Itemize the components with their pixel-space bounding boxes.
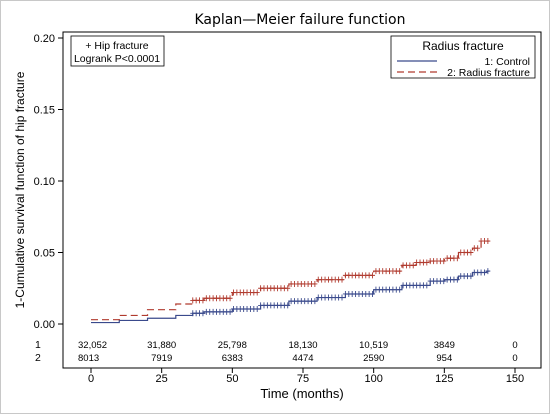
risk-table: 1 32,052 31,880 25,798 18,130 10,519 3849 0 2 801… [35, 339, 518, 364]
censor-mark [200, 297, 206, 304]
x-tick-label: 25 [156, 373, 168, 385]
censor-mark [441, 258, 447, 265]
risk-table-cell: 6383 [222, 353, 243, 364]
x-tick-label: 50 [226, 373, 238, 385]
x-tick-label: 125 [435, 373, 453, 385]
censor-mark [200, 310, 206, 317]
censor-mark [454, 276, 460, 283]
censor-mark [312, 298, 318, 305]
censor-mark [454, 255, 460, 262]
censor-mark [285, 302, 291, 309]
x-axis: 0 25 50 75 100 125 150 [88, 368, 524, 385]
risk-table-cell: 0 [512, 340, 517, 351]
x-tick-label: 100 [364, 373, 382, 385]
censor-mark [285, 285, 291, 292]
risk-table-cell: 4474 [292, 353, 313, 364]
annotation-line-1: + Hip fracture [85, 40, 148, 52]
annotation-frame [70, 35, 165, 67]
legend-label-control: 1: Control [484, 56, 530, 68]
censor-mark [227, 295, 233, 302]
legend: Radius fracture 1: Control 2: Radius fra… [390, 35, 536, 79]
y-tick-label: 0.05 [34, 248, 55, 260]
y-tick-label: 0.15 [34, 105, 55, 117]
x-tick-label: 0 [88, 373, 94, 385]
risk-table-cell: 0 [512, 353, 517, 364]
series-layer [91, 238, 491, 324]
x-tick-label: 150 [506, 373, 524, 385]
x-axis-label: Time (months) [260, 386, 343, 401]
censor-mark [441, 278, 447, 285]
censor-mark [468, 273, 474, 280]
censor-mark [312, 280, 318, 287]
censor-mark [424, 259, 430, 266]
censor-mark [397, 268, 403, 275]
censor-mark [424, 282, 430, 289]
y-axis: 0.00 0.05 0.10 0.15 0.20 [34, 33, 63, 331]
risk-table-cell: 7919 [151, 353, 172, 364]
censor-mark [339, 276, 345, 283]
risk-table-cell: 25,798 [218, 340, 247, 351]
censor-mark [485, 238, 491, 245]
censor-mark [397, 286, 403, 293]
legend-label-radius-fracture: 2: Radius fracture [447, 67, 530, 79]
legend-frame [390, 35, 536, 79]
y-tick-label: 0.10 [34, 176, 55, 188]
y-tick-label: 0.20 [34, 33, 55, 45]
legend-title: Radius fracture [422, 39, 504, 53]
risk-row-label: 1 [35, 339, 41, 351]
annotation-box: + Hip fracture Logrank P<0.0001 [70, 35, 165, 67]
risk-table-cell: 31,880 [147, 340, 176, 351]
censor-mark [475, 245, 481, 252]
censor-mark [254, 305, 260, 312]
censor-mark [410, 262, 416, 269]
censor-mark [370, 272, 376, 279]
y-axis-label: 1-Cumulative survival function of hip fr… [13, 71, 27, 308]
censor-mark [227, 308, 233, 315]
censor-mark [485, 268, 491, 275]
censor-mark [468, 249, 474, 256]
risk-table-cell: 2590 [363, 353, 384, 364]
chart-title: Kaplan—Meier failure function [194, 12, 405, 28]
x-tick-label: 75 [297, 373, 309, 385]
y-tick-label: 0.00 [34, 319, 55, 331]
risk-table-cell: 32,052 [78, 340, 107, 351]
risk-row-label: 2 [35, 352, 41, 364]
annotation-line-2: Logrank P<0.0001 [74, 53, 160, 65]
risk-table-cell: 18,130 [288, 340, 317, 351]
risk-table-cell: 3849 [434, 340, 455, 351]
censor-mark [339, 294, 345, 301]
risk-table-cell: 8013 [78, 353, 99, 364]
censor-mark [481, 269, 487, 276]
censor-mark [370, 290, 376, 297]
risk-table-cell: 954 [436, 353, 452, 364]
risk-table-cell: 10,519 [359, 340, 388, 351]
plot-frame [62, 31, 542, 369]
censor-mark [254, 289, 260, 296]
series-line-control [91, 270, 490, 324]
